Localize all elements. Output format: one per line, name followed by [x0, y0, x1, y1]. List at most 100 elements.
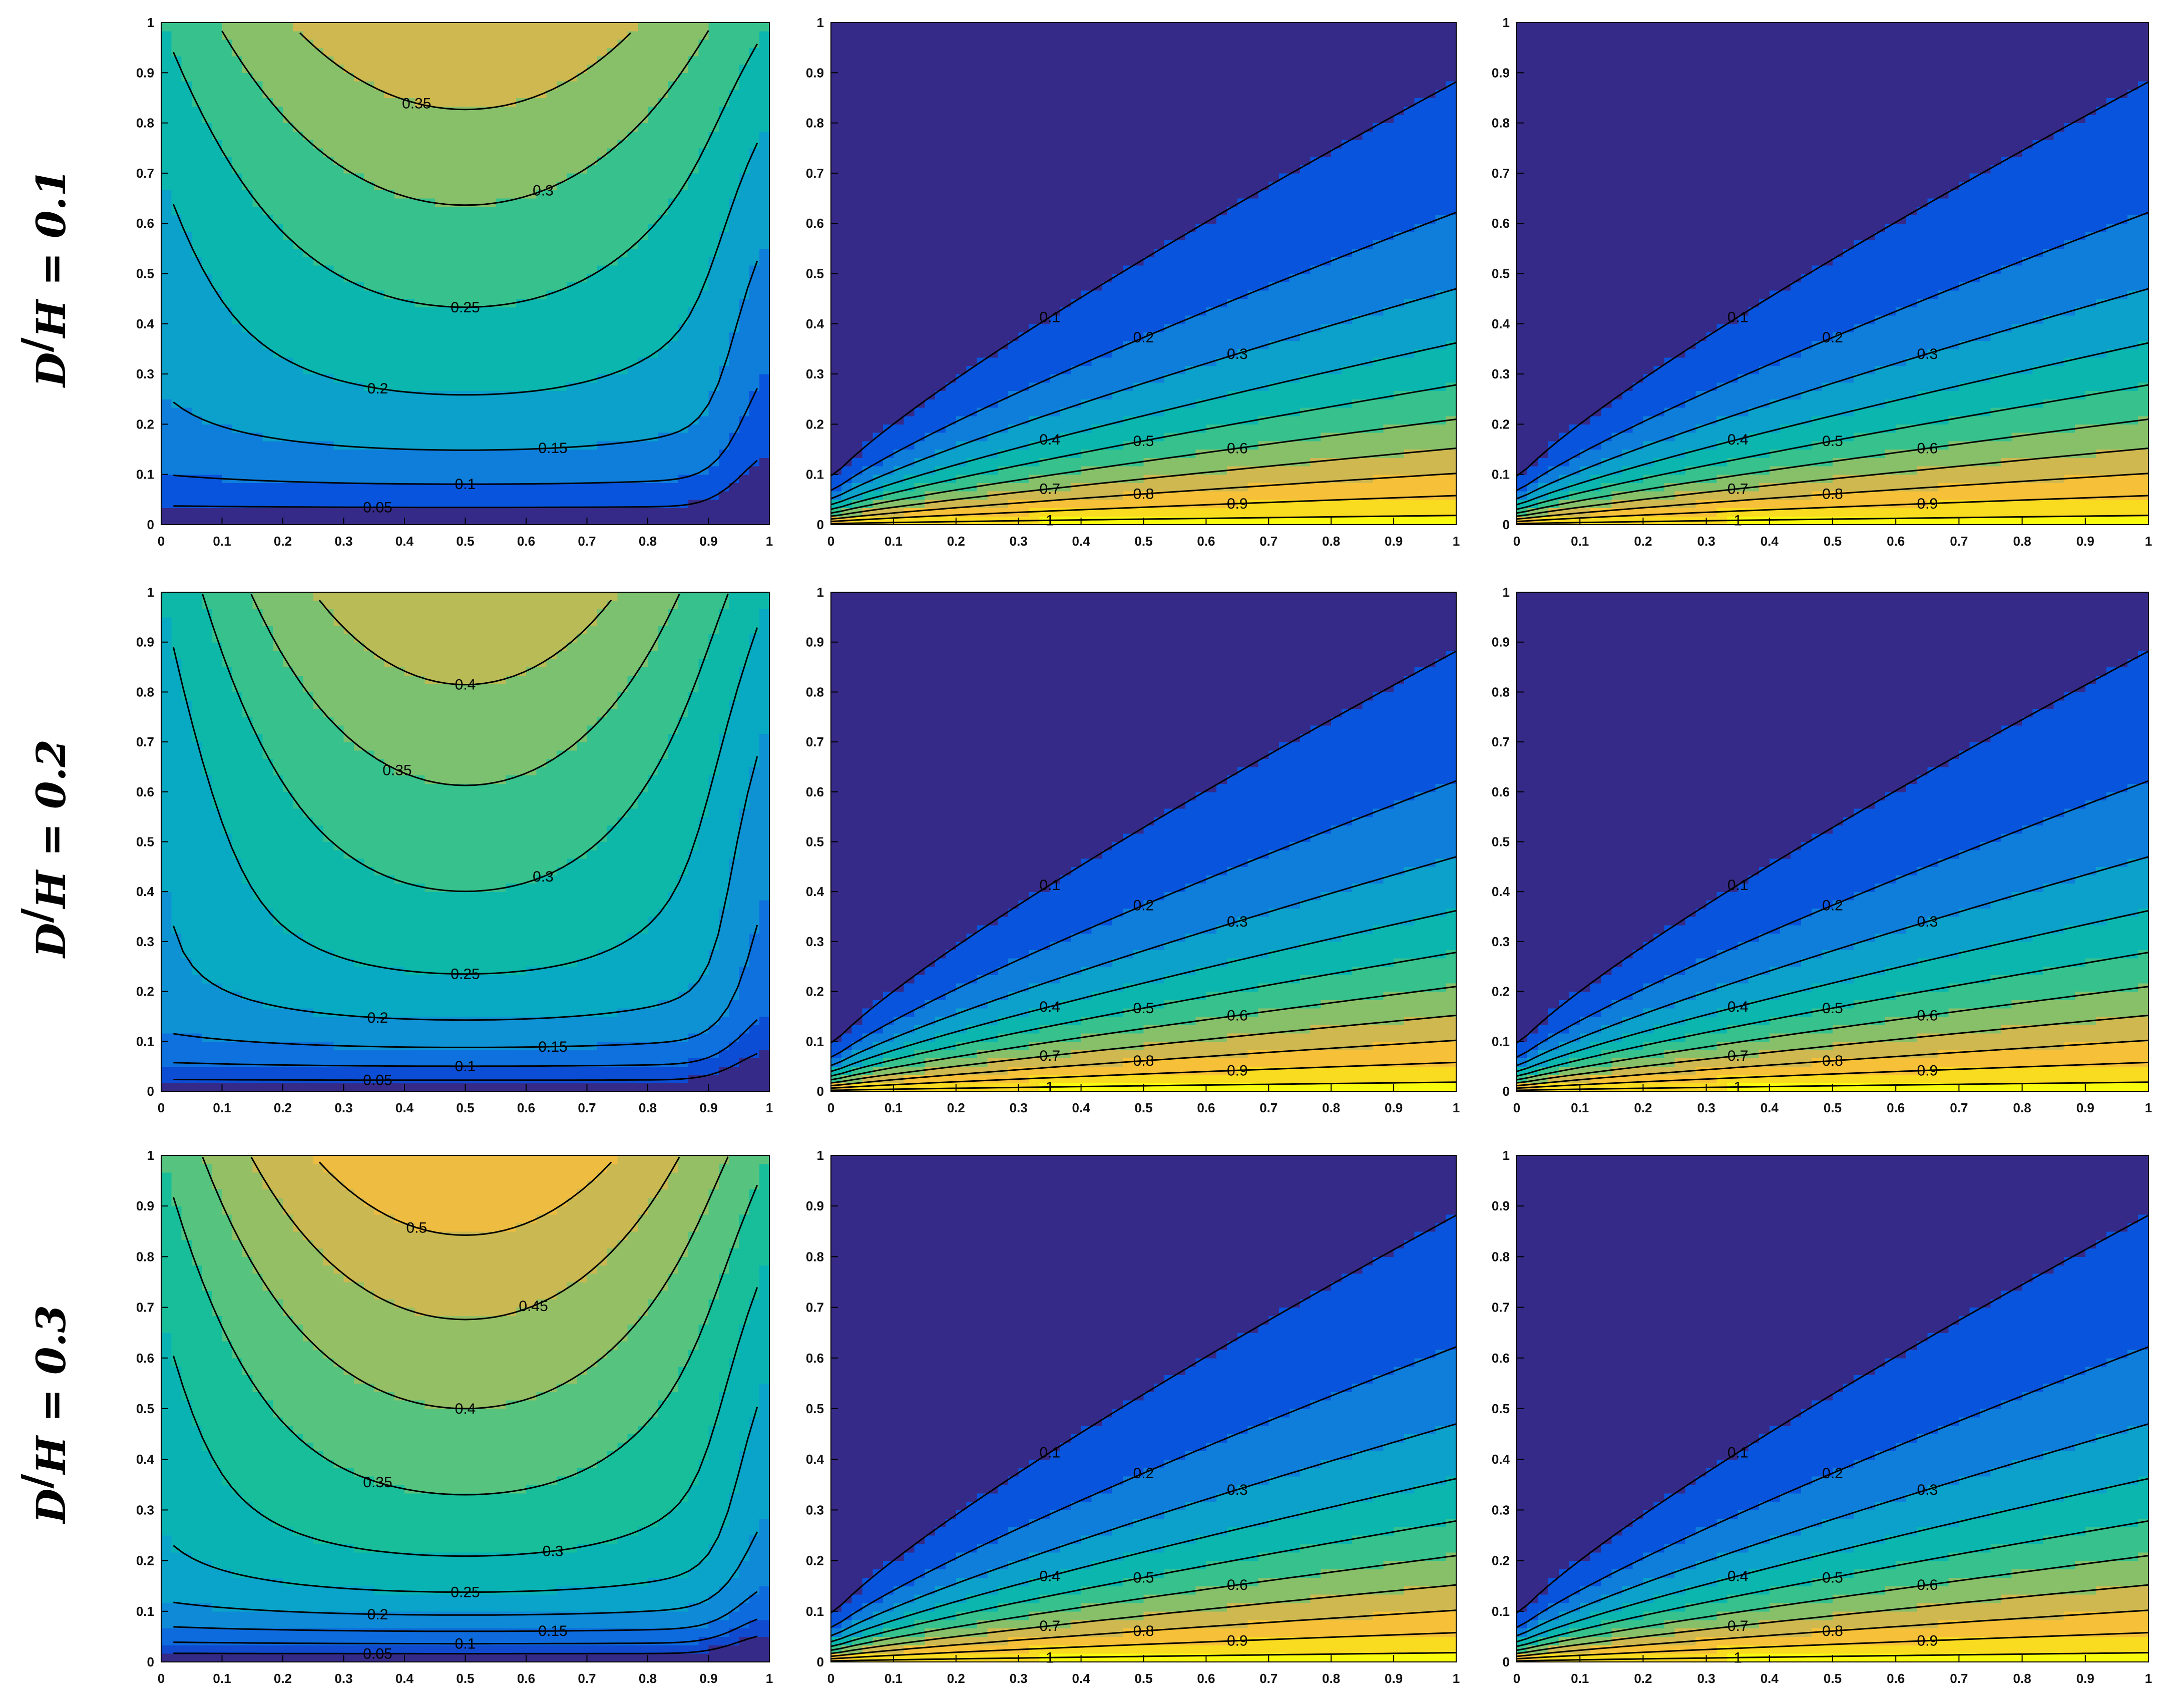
contour-cell	[729, 64, 739, 73]
contour-cell	[191, 156, 202, 165]
contour-cell	[171, 315, 182, 324]
contour-cell	[597, 315, 608, 324]
contour-cell	[904, 140, 915, 149]
contour-cell	[998, 231, 1009, 241]
contour-cell	[546, 315, 557, 324]
contour-cell	[293, 508, 304, 517]
contour-cell	[272, 516, 283, 525]
contour-cell	[445, 382, 456, 391]
contour-cell	[935, 131, 946, 140]
contour-cell	[977, 231, 988, 241]
contour-cell	[384, 458, 395, 467]
contour-cell	[607, 407, 618, 416]
contour-cell	[925, 340, 936, 349]
contour-cell	[526, 31, 537, 40]
contour-cell	[232, 374, 243, 383]
contour-cell	[465, 415, 476, 424]
contour-cell	[181, 332, 192, 341]
contour-cell	[873, 89, 884, 99]
contour-cell	[1018, 39, 1030, 48]
contour-cell	[465, 206, 476, 216]
contour-cell	[1008, 433, 1019, 442]
contour-cell	[587, 131, 598, 140]
contour-cell	[914, 148, 925, 157]
contour-cell	[1050, 290, 1061, 299]
contour-cell	[648, 231, 658, 241]
contour-cell	[862, 190, 873, 199]
contour-cell	[435, 140, 446, 149]
contour-cell	[353, 156, 364, 165]
contour-cell	[506, 56, 517, 65]
contour-cell	[455, 23, 466, 32]
contour-cell	[637, 491, 648, 500]
contour-cell	[353, 206, 364, 216]
contour-cell	[222, 31, 233, 40]
contour-cell	[851, 298, 863, 307]
contour-cell	[424, 231, 436, 241]
contour-cell	[435, 81, 446, 90]
contour-cell	[956, 73, 967, 82]
contour-cell	[607, 231, 618, 241]
contour-cell	[1018, 215, 1030, 224]
contour-cell	[708, 433, 719, 442]
contour-cell	[506, 415, 517, 424]
contour-cell	[394, 365, 405, 374]
contour-cell	[202, 357, 212, 366]
contour-cell	[607, 399, 618, 408]
contour-cell	[353, 483, 364, 492]
contour-cell	[272, 399, 283, 408]
contour-cell	[729, 449, 739, 458]
contour-cell	[597, 73, 608, 82]
contour-cell	[987, 508, 998, 517]
contour-cell	[191, 474, 202, 484]
contour-cell	[708, 307, 719, 316]
contour-cell	[1008, 315, 1019, 324]
contour-cell	[536, 499, 547, 509]
contour-cell	[171, 516, 182, 525]
contour-cell	[1018, 148, 1030, 157]
contour-cell	[987, 390, 998, 399]
contour-cell	[698, 357, 709, 366]
contour-cell	[708, 106, 719, 115]
contour-cell	[272, 114, 283, 124]
contour-cell	[831, 231, 842, 241]
contour-cell	[232, 257, 243, 266]
contour-cell	[445, 48, 456, 57]
contour-cell	[232, 516, 243, 525]
contour-cell	[445, 491, 456, 500]
contour-cell	[637, 190, 648, 199]
contour-cell	[293, 483, 304, 492]
contour-cell	[688, 491, 699, 500]
contour-cell	[945, 106, 957, 115]
contour-cell	[161, 390, 172, 399]
contour-cell	[343, 433, 354, 442]
contour-cell	[987, 181, 998, 190]
contour-cell	[873, 407, 884, 416]
contour-cell	[627, 433, 638, 442]
contour-cell	[597, 516, 608, 525]
contour-cell	[998, 173, 1009, 182]
contour-cell	[516, 357, 527, 366]
contour-cell	[536, 48, 547, 57]
contour-cell	[556, 106, 567, 115]
contour-cell	[893, 315, 905, 324]
contour-cell	[364, 64, 374, 73]
contour-cell	[191, 374, 202, 383]
contour-cell	[283, 382, 293, 391]
contour-cell	[546, 114, 557, 124]
contour-cell	[627, 340, 638, 349]
contour-cell	[637, 307, 648, 316]
contour-cell	[956, 516, 967, 525]
contour-cell	[394, 399, 405, 408]
contour-cell	[191, 190, 202, 199]
contour-cell	[739, 123, 750, 132]
contour-cell	[597, 165, 608, 174]
contour-cell	[445, 441, 456, 450]
contour-cell	[925, 307, 936, 316]
contour-cell	[637, 73, 648, 82]
contour-cell	[293, 114, 304, 124]
contour-cell	[516, 148, 527, 157]
contour-cell	[283, 516, 293, 525]
contour-cell	[904, 198, 915, 207]
contour-cell	[862, 148, 873, 157]
